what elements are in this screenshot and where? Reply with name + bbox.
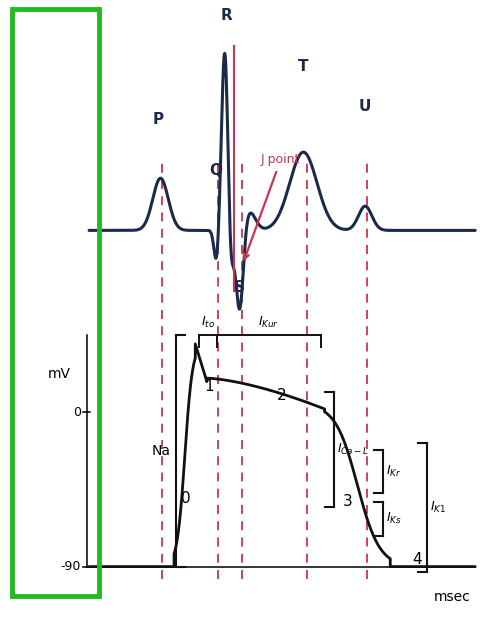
Text: 0: 0 — [73, 406, 81, 419]
Text: $I_{Ks}$: $I_{Ks}$ — [386, 511, 401, 526]
Text: R: R — [220, 8, 232, 23]
Text: 4: 4 — [412, 552, 422, 567]
Text: Q: Q — [209, 163, 222, 178]
Text: msec: msec — [434, 590, 470, 604]
Text: J point: J point — [244, 153, 300, 259]
Text: Na: Na — [152, 444, 171, 458]
Text: $I_{Kur}$: $I_{Kur}$ — [258, 315, 279, 330]
Text: 1: 1 — [204, 379, 214, 394]
Text: -90: -90 — [60, 560, 81, 573]
Text: T: T — [298, 58, 309, 73]
Text: P: P — [153, 112, 164, 127]
Text: 2: 2 — [277, 388, 287, 403]
Text: $I_{Kr}$: $I_{Kr}$ — [386, 464, 401, 479]
Text: 0: 0 — [181, 491, 191, 505]
Text: $I_{K1}$: $I_{K1}$ — [430, 500, 446, 515]
Text: $I_{Ca-L}$: $I_{Ca-L}$ — [337, 442, 369, 457]
Text: U: U — [359, 99, 371, 114]
Bar — [12, 9, 99, 596]
Text: $I_{to}$: $I_{to}$ — [201, 315, 215, 330]
Text: mV: mV — [48, 367, 71, 381]
Text: 3: 3 — [343, 494, 352, 509]
Text: S: S — [234, 280, 245, 295]
